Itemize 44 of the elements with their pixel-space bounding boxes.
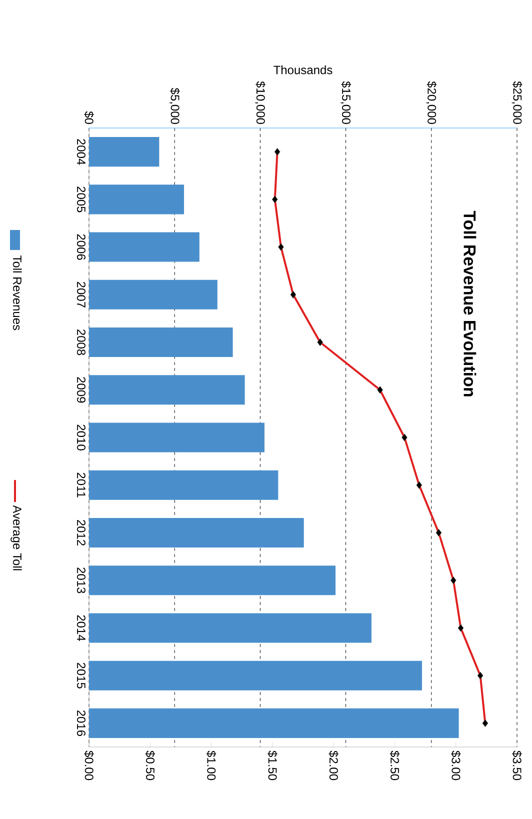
- x-tick-label: $5,000: [169, 88, 180, 124]
- bar: [89, 660, 422, 690]
- x-tick-label: $25,000: [512, 81, 522, 124]
- y-tick-label: 2010: [76, 424, 86, 450]
- x-tick-label: $20,000: [426, 81, 437, 124]
- legend-label: Toll Revenues: [12, 255, 22, 330]
- bar: [89, 613, 372, 643]
- bar: [89, 422, 264, 452]
- x-tick-label: $10,000: [254, 81, 266, 124]
- bar: [89, 566, 336, 596]
- bar: [89, 328, 233, 358]
- bar: [89, 184, 184, 214]
- y-tick-label: 2012: [76, 520, 86, 546]
- y-tick-label: 2015: [76, 662, 86, 688]
- y-tick-label: 2007: [76, 282, 86, 308]
- y-tick-label: 2016: [76, 710, 86, 736]
- bar: [89, 470, 278, 500]
- x2-tick-label: $1.00: [206, 750, 216, 780]
- bar: [89, 708, 459, 738]
- y-tick-label: 2011: [76, 472, 86, 498]
- text: Toll Revenue Evolution: [464, 210, 476, 396]
- x2-tick-label: $2.00: [328, 750, 338, 780]
- x-tick-label: $0: [84, 111, 94, 124]
- y-tick-label: 2009: [76, 377, 86, 403]
- x2-tick-label: $3.50: [512, 750, 522, 780]
- y-tick-label: 2008: [76, 330, 86, 356]
- legend-label: Average Toll: [10, 505, 22, 570]
- x2-tick-label: $0.50: [145, 750, 155, 780]
- y-tick-label: 2005: [76, 186, 86, 212]
- y-tick-label: 2014: [76, 615, 86, 641]
- x2-tick-label: $1.50: [268, 750, 278, 780]
- y-tick-label: 2006: [76, 234, 86, 260]
- x2-tick-label: $2.50: [390, 750, 400, 780]
- y-tick-label: 2013: [76, 568, 86, 594]
- bar: [89, 137, 160, 167]
- x2-tick-label: $3.00: [450, 750, 461, 780]
- bar: [89, 375, 245, 405]
- bar: [89, 518, 304, 548]
- bar: [89, 280, 218, 310]
- x-tick-label: $15,000: [340, 81, 351, 124]
- x-axis-title: Thousands: [274, 65, 332, 74]
- y-tick-label: 2004: [76, 139, 86, 165]
- x2-tick-label: $0.00: [84, 750, 94, 780]
- bar: [89, 232, 200, 262]
